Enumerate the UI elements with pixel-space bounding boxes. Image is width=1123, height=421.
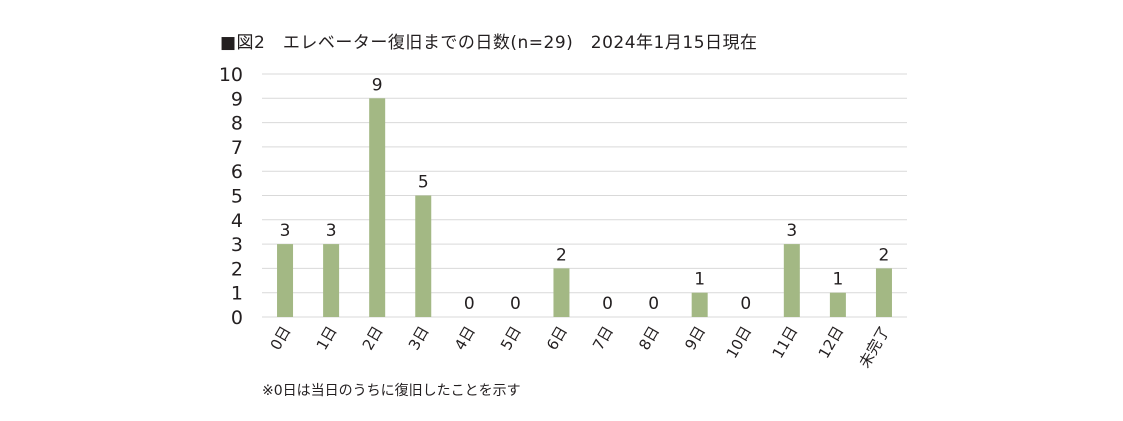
bar: [691, 292, 708, 317]
y-tick-label: 10: [219, 64, 243, 86]
bar: [783, 244, 800, 317]
bars: [277, 98, 892, 317]
gridlines: [262, 73, 907, 318]
bar: [323, 244, 340, 317]
x-tick-label: 0日: [267, 323, 295, 353]
y-tick-label: 5: [231, 186, 243, 208]
bar: [277, 244, 294, 317]
x-tick-label: 5日: [497, 323, 525, 353]
x-tick-label: 10日: [723, 323, 756, 362]
data-label: 0: [740, 294, 751, 314]
bar: [415, 195, 432, 317]
x-tick-label: 未完了: [855, 323, 893, 371]
x-tick-label: 4日: [451, 323, 479, 353]
data-label: 1: [832, 270, 843, 290]
data-labels: 3 3 9 5 0 0 2 0 0 1 0 3 1 2: [280, 75, 890, 314]
chart-title: ■図2 エレベーター復旧までの日数(n=29) 2024年1月15日現在: [220, 33, 758, 53]
x-tick-label: 9日: [681, 323, 709, 353]
data-label: 0: [464, 294, 475, 314]
y-tick-label: 1: [231, 283, 243, 305]
y-tick-label: 2: [231, 258, 243, 280]
bar: [369, 98, 386, 317]
bar: [875, 268, 892, 317]
data-label: 3: [280, 221, 291, 241]
data-label: 2: [879, 245, 890, 265]
x-tick-label: 6日: [543, 323, 571, 353]
data-label: 9: [372, 75, 383, 95]
chart-footnote: ※0日は当日のうちに復旧したことを示す: [262, 383, 521, 399]
y-tick-label: 6: [231, 161, 243, 183]
y-tick-label: 9: [231, 88, 243, 110]
data-label: 3: [326, 221, 337, 241]
data-label: 0: [602, 294, 613, 314]
bar: [829, 292, 846, 317]
x-tick-label: 12日: [815, 323, 848, 362]
bar: [553, 268, 570, 317]
x-tick-label: 8日: [635, 323, 663, 353]
data-label: 0: [510, 294, 521, 314]
x-axis-ticks: 0日 1日 2日 3日 4日 5日 6日 7日 8日 9日 10日 11日 12日 未完了: [267, 323, 894, 371]
x-tick-label: 11日: [769, 323, 802, 362]
y-tick-label: 3: [231, 234, 243, 256]
x-tick-label: 2日: [359, 323, 387, 353]
x-tick-label: 1日: [313, 323, 341, 353]
x-tick-label: 3日: [405, 323, 433, 353]
data-label: 2: [556, 245, 567, 265]
data-label: 3: [786, 221, 797, 241]
data-label: 1: [694, 270, 705, 290]
data-label: 5: [418, 173, 429, 193]
x-tick-label: 7日: [589, 323, 617, 353]
y-tick-label: 4: [231, 210, 243, 232]
y-tick-label: 8: [231, 113, 243, 135]
y-tick-label: 7: [231, 137, 243, 159]
y-tick-label: 0: [231, 307, 243, 329]
data-label: 0: [648, 294, 659, 314]
